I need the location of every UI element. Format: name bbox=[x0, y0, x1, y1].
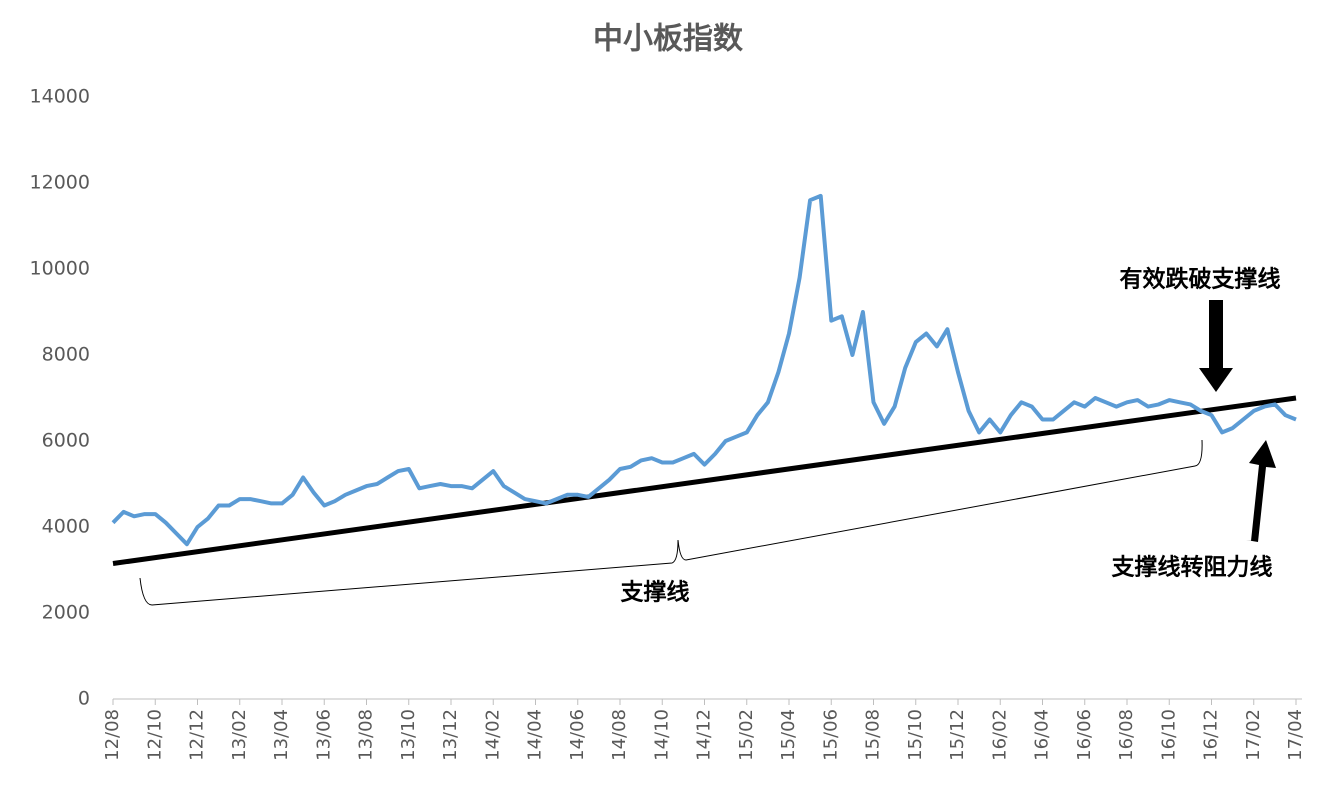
annotation: 有效跌破支撑线 bbox=[1120, 266, 1281, 293]
x-tick-label: 16/02 bbox=[989, 709, 1010, 761]
data-line bbox=[111, 193, 1297, 547]
x-tick-label: 13/02 bbox=[229, 709, 250, 761]
brace bbox=[139, 439, 1203, 606]
annotation: 支撑线 bbox=[620, 579, 690, 606]
x-tick-label: 14/06 bbox=[567, 709, 588, 761]
annotation: 支撑线转阻力线 bbox=[1111, 554, 1273, 581]
x-tick-label: 15/04 bbox=[778, 709, 799, 761]
support-line bbox=[112, 395, 1297, 566]
x-tick-label: 13/06 bbox=[313, 709, 334, 761]
x-tick-label: 13/04 bbox=[271, 709, 292, 761]
x-tick-label: 17/04 bbox=[1285, 709, 1306, 761]
x-tick-label: 12/08 bbox=[102, 709, 123, 761]
x-tick-label: 16/12 bbox=[1201, 709, 1222, 761]
x-tick-label: 14/10 bbox=[651, 709, 672, 761]
y-tick-label: 0 bbox=[78, 688, 90, 710]
x-tick-label: 16/04 bbox=[1032, 709, 1053, 761]
x-tick-label: 15/06 bbox=[820, 709, 841, 761]
x-tick-label: 16/10 bbox=[1158, 709, 1179, 761]
x-tick-label: 14/04 bbox=[525, 709, 546, 761]
x-tick-label: 13/08 bbox=[356, 709, 377, 761]
x-tick-label: 15/12 bbox=[947, 709, 968, 761]
x-tick-label: 12/10 bbox=[144, 709, 165, 761]
x-tick-label: 15/08 bbox=[863, 709, 884, 761]
x-tick-label: 12/12 bbox=[187, 709, 208, 761]
y-tick-label: 12000 bbox=[30, 172, 90, 194]
x-tick-label: 15/10 bbox=[905, 709, 926, 761]
arrow-down bbox=[1199, 300, 1233, 392]
x-tick-label: 13/10 bbox=[398, 709, 419, 761]
x-tick-label: 16/06 bbox=[1074, 709, 1095, 761]
y-tick-label: 2000 bbox=[42, 602, 90, 624]
x-tick-label: 15/02 bbox=[736, 709, 757, 761]
x-tick-label: 14/08 bbox=[609, 709, 630, 761]
chart-title: 中小板指数 bbox=[593, 22, 744, 57]
x-tick-label: 14/02 bbox=[482, 709, 503, 761]
y-tick-label: 6000 bbox=[42, 430, 90, 452]
x-tick-label: 17/02 bbox=[1243, 709, 1264, 761]
x-tick-label: 13/12 bbox=[440, 709, 461, 761]
x-tick-label: 14/12 bbox=[694, 709, 715, 761]
arrow-up bbox=[1246, 440, 1276, 542]
y-tick-label: 14000 bbox=[30, 86, 90, 108]
y-tick-label: 8000 bbox=[42, 344, 90, 366]
x-tick-label: 16/08 bbox=[1116, 709, 1137, 761]
y-tick-label: 4000 bbox=[42, 516, 90, 538]
y-tick-label: 10000 bbox=[30, 258, 90, 280]
